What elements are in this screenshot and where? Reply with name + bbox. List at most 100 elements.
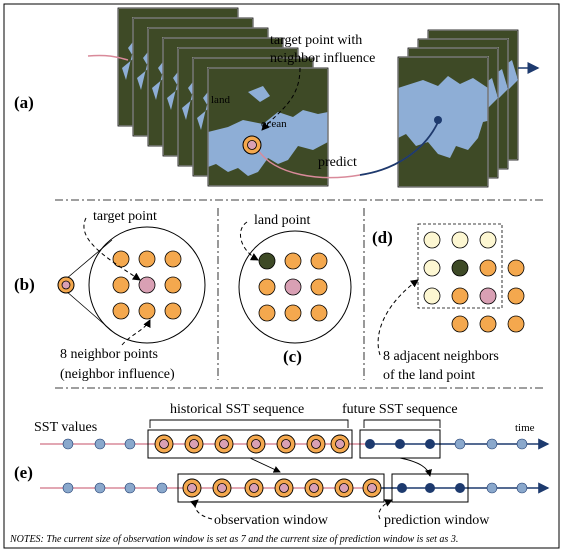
target-label-line1: target point with bbox=[270, 33, 362, 48]
observation-point-core bbox=[335, 439, 345, 449]
observation-point-core bbox=[309, 483, 319, 493]
observation-point-core bbox=[311, 439, 321, 449]
historical-label: historical SST sequence bbox=[170, 402, 304, 417]
grid-point bbox=[284, 304, 302, 322]
observation-point-core bbox=[367, 483, 377, 493]
grid-point bbox=[310, 278, 328, 296]
grid-point bbox=[284, 278, 302, 296]
prediction-window-label: prediction window bbox=[384, 513, 490, 528]
map-stack-right bbox=[397, 29, 519, 188]
neighbor-grid-c bbox=[258, 252, 328, 322]
neighbors-callout-b bbox=[121, 319, 151, 346]
zoom-line-bottom bbox=[65, 290, 113, 332]
grid-point bbox=[112, 302, 130, 320]
sst-point bbox=[516, 482, 528, 494]
adjacent-label-line1: 8 adjacent neighbors bbox=[383, 349, 499, 364]
prediction-callout bbox=[378, 499, 393, 520]
grid-point bbox=[479, 259, 497, 277]
neighbors-label-line2: (neighbor influence) bbox=[60, 367, 175, 382]
grid-point bbox=[451, 315, 469, 333]
notes-text: NOTES: The current size of observation w… bbox=[9, 534, 458, 545]
sst-point bbox=[62, 438, 74, 450]
sst-point bbox=[486, 438, 498, 450]
prediction-point bbox=[365, 439, 375, 449]
grid-point bbox=[284, 252, 302, 270]
sequence-row-1 bbox=[40, 429, 550, 459]
prediction-point bbox=[425, 483, 435, 493]
history-curve bbox=[87, 54, 129, 61]
grid-point bbox=[138, 250, 156, 268]
neighbors-label-line1: 8 neighbor points bbox=[60, 347, 158, 362]
grid-point bbox=[507, 259, 525, 277]
grid-point bbox=[479, 287, 497, 305]
grid-point bbox=[164, 250, 182, 268]
sst-point bbox=[124, 438, 136, 450]
target-callout-curve bbox=[261, 67, 301, 131]
grid-point bbox=[112, 276, 130, 294]
observation-point-core bbox=[249, 483, 259, 493]
outer-border bbox=[3, 3, 560, 549]
ocean-label: ocean bbox=[261, 118, 287, 130]
target-point-label: target point bbox=[93, 209, 157, 224]
observation-point-core bbox=[189, 439, 199, 449]
map-stack-left bbox=[117, 7, 329, 187]
panel-label-b: (b) bbox=[14, 275, 35, 294]
shift-arrow-history bbox=[249, 457, 281, 473]
grid-point bbox=[451, 287, 469, 305]
observation-callout bbox=[190, 499, 213, 520]
grid-point bbox=[451, 259, 469, 277]
prediction-point bbox=[425, 439, 435, 449]
map-frame-border bbox=[207, 67, 329, 187]
predicted-point bbox=[434, 116, 442, 124]
sst-point bbox=[516, 438, 528, 450]
grid-point bbox=[164, 276, 182, 294]
target-point-a-core bbox=[247, 140, 257, 150]
grid-point bbox=[423, 287, 441, 305]
sst-point bbox=[486, 482, 498, 494]
grid-point bbox=[423, 259, 441, 277]
grid-point bbox=[138, 276, 156, 294]
grid-point bbox=[112, 250, 130, 268]
future-brace bbox=[363, 419, 441, 428]
grid-point bbox=[479, 231, 497, 249]
shift-arrow-future bbox=[399, 457, 432, 477]
grid-point bbox=[310, 252, 328, 270]
sequence-row-2 bbox=[40, 473, 550, 503]
observation-point-core bbox=[159, 439, 169, 449]
panel-label-e: (e) bbox=[14, 463, 33, 482]
observation-point-core bbox=[219, 439, 229, 449]
adjacent-label-line2: of the land point bbox=[383, 368, 475, 383]
prediction-point bbox=[397, 483, 407, 493]
panel-label-a: (a) bbox=[14, 93, 34, 112]
prediction-point bbox=[455, 483, 465, 493]
panel-label-d: (d) bbox=[372, 228, 393, 247]
neighbor-grid-d bbox=[423, 231, 525, 333]
observation-window-label: observation window bbox=[214, 513, 329, 528]
observation-point-core bbox=[279, 483, 289, 493]
sst-point bbox=[94, 482, 106, 494]
observation-point-core bbox=[187, 483, 197, 493]
adjacent-callout bbox=[377, 279, 419, 356]
map-frame-border bbox=[397, 56, 489, 188]
grid-point bbox=[479, 315, 497, 333]
adjacent-box bbox=[417, 223, 503, 309]
zoom-line-top bbox=[65, 239, 113, 280]
future-label: future SST sequence bbox=[342, 402, 458, 417]
target-label-line2: neighbor influence bbox=[270, 51, 375, 66]
sst-point bbox=[94, 438, 106, 450]
grid-point bbox=[507, 315, 525, 333]
neighbor-grid-b bbox=[112, 250, 182, 320]
grid-point bbox=[258, 304, 276, 322]
predict-label: predict bbox=[318, 155, 357, 170]
sst-point bbox=[454, 438, 466, 450]
predict-curve-future bbox=[359, 121, 439, 176]
observation-point-core bbox=[251, 439, 261, 449]
observation-point-core bbox=[339, 483, 349, 493]
land-label: land bbox=[211, 94, 230, 106]
map-frame bbox=[397, 56, 489, 188]
grid-point bbox=[138, 302, 156, 320]
sst-point bbox=[62, 482, 74, 494]
target-callout-b bbox=[83, 217, 141, 281]
observation-window-box bbox=[177, 473, 385, 503]
